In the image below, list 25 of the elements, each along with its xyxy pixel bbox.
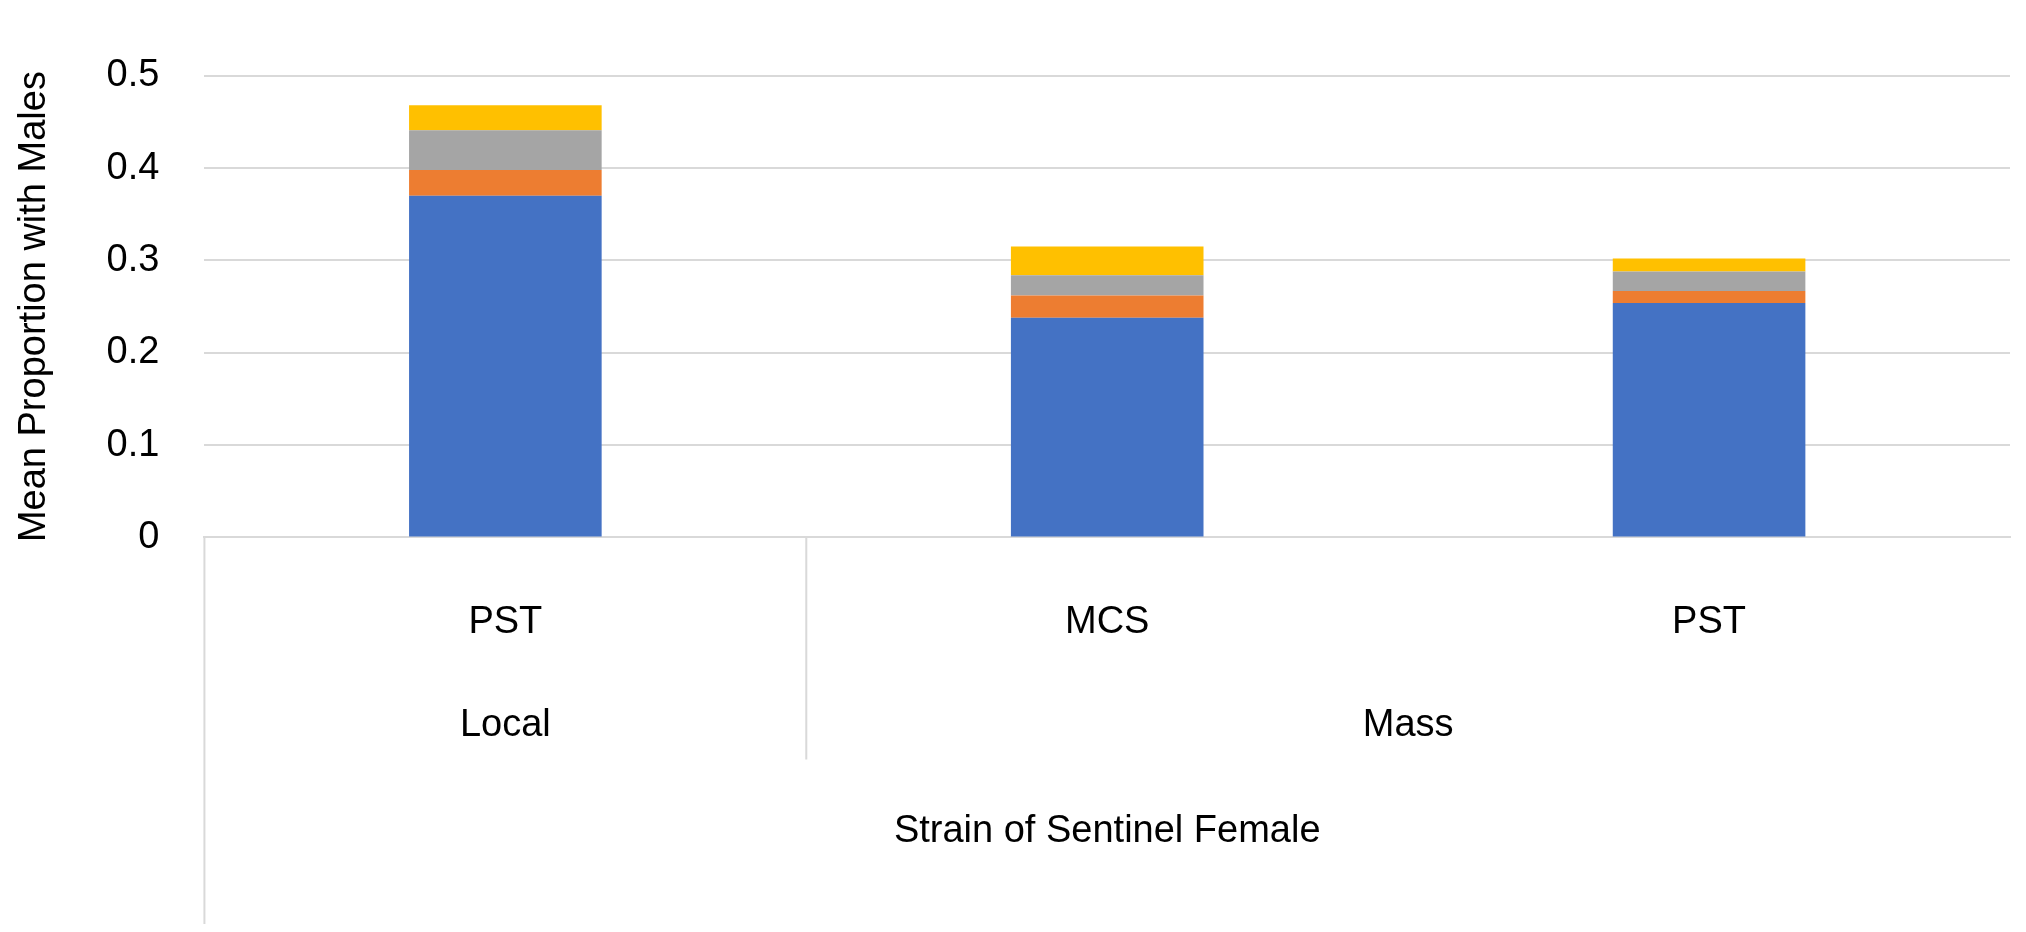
y-tick-label: 0.4 <box>106 144 160 187</box>
bar <box>409 169 602 196</box>
y-tick-label: 0.5 <box>106 52 160 95</box>
bar <box>409 130 602 170</box>
bar <box>1010 246 1204 276</box>
bar <box>409 105 602 131</box>
x-tick-label: PST <box>468 598 543 641</box>
bar <box>1612 302 1806 537</box>
text: Mass <box>1362 701 1454 744</box>
bar <box>1010 275 1204 296</box>
y-tick-label: 0.1 <box>106 421 160 464</box>
bar <box>1612 271 1806 291</box>
text: Strain of Sentinel Female <box>893 807 1321 850</box>
bar <box>1612 258 1806 272</box>
x-tick-label: MCS <box>1064 598 1150 641</box>
y-tick-label: 0.2 <box>106 329 160 372</box>
x-tick-label: PST <box>1672 598 1747 641</box>
bar <box>1010 317 1204 537</box>
y-tick-label: 0 <box>138 513 160 556</box>
text: Local <box>459 701 551 744</box>
y-tick-label: 0.3 <box>106 236 160 279</box>
y-axis-title: Mean Proportion with Males <box>11 71 54 543</box>
bar <box>409 195 602 537</box>
bar <box>1612 290 1806 303</box>
bar <box>1010 295 1204 318</box>
